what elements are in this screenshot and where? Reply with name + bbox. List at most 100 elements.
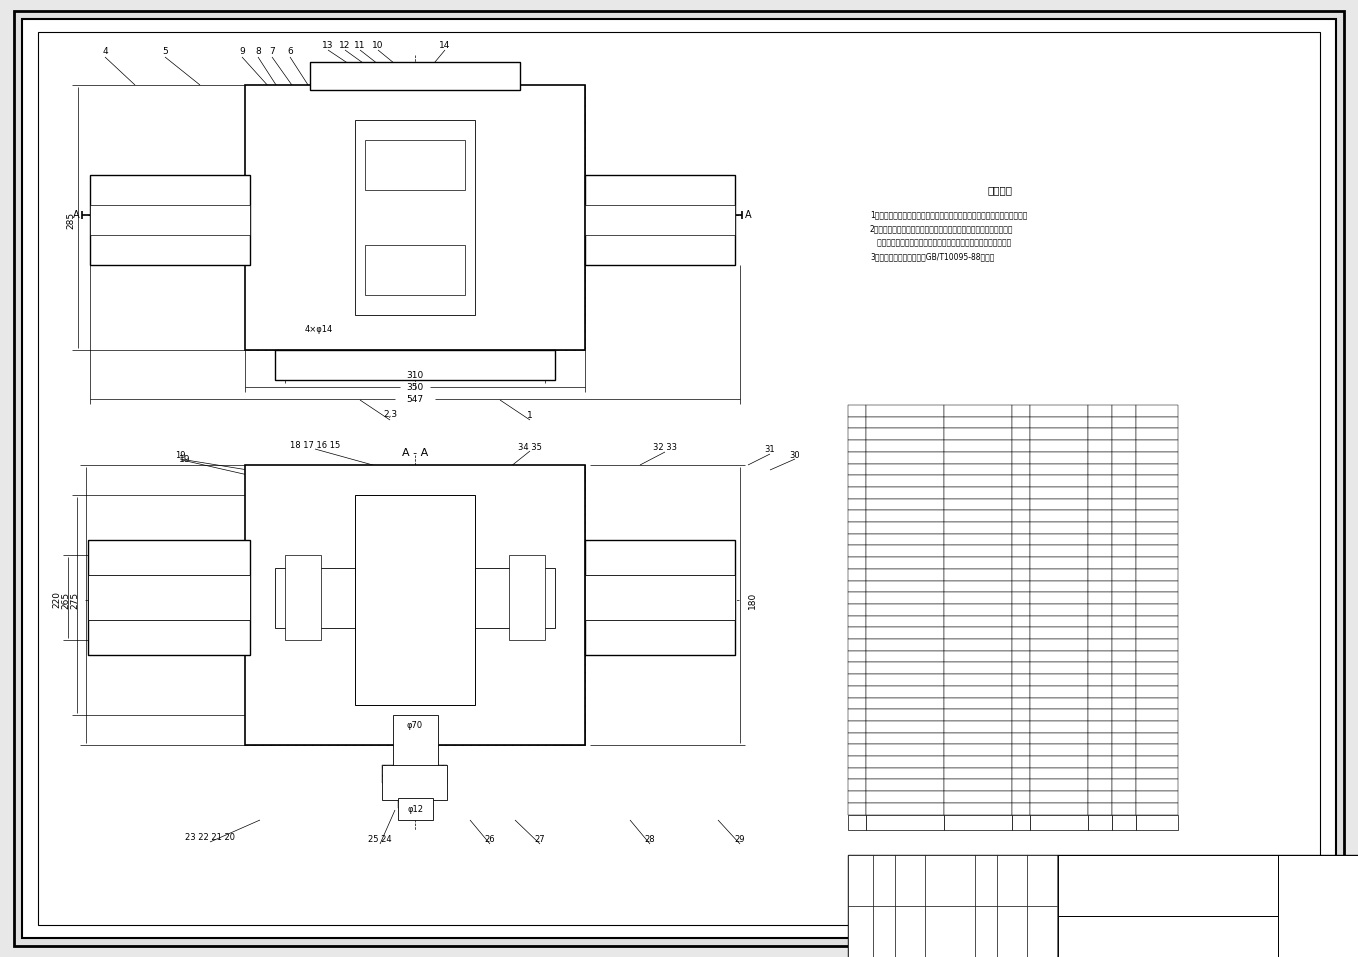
Text: 1: 1 [1018, 723, 1023, 730]
Bar [1112, 592, 1137, 604]
Bar [866, 545, 944, 557]
Text: HT200: HT200 [1032, 513, 1054, 519]
Bar [382, 765, 447, 783]
Bar [1088, 709, 1112, 721]
Text: 1.0: 1.0 [1095, 466, 1105, 473]
Text: 备注: 备注 [1138, 594, 1146, 601]
Bar [1029, 733, 1088, 745]
Bar [847, 768, 866, 779]
Bar [1029, 662, 1088, 674]
Text: 1: 1 [527, 411, 532, 419]
Bar [1137, 779, 1177, 791]
Bar [1088, 499, 1112, 510]
Text: 27: 27 [853, 712, 861, 718]
Text: GB/T71-1985: GB/T71-1985 [868, 806, 914, 812]
Text: 4×φ14: 4×φ14 [306, 325, 333, 335]
Text: GB/T93-1987: GB/T93-1987 [868, 537, 914, 543]
Bar [975, 906, 997, 957]
Bar [1029, 698, 1088, 709]
Text: 技术要求: 技术要求 [987, 185, 1013, 195]
Bar [1012, 487, 1029, 499]
Text: 29: 29 [853, 735, 861, 742]
Text: 5: 5 [162, 48, 168, 56]
Bar [866, 568, 944, 581]
Text: 40.2: 40.2 [1092, 408, 1108, 413]
Bar [1112, 627, 1137, 639]
Text: 26: 26 [485, 835, 496, 844]
Text: J36-250D-B1: J36-250D-B1 [868, 408, 911, 413]
Text: 9: 9 [239, 48, 244, 56]
Bar [944, 721, 1012, 733]
Text: 0.027: 0.027 [1114, 723, 1134, 730]
Text: 轴承16203: 轴承16203 [945, 712, 976, 719]
Bar [997, 855, 1027, 906]
Bar [1088, 568, 1112, 581]
Bar [285, 555, 320, 640]
Text: 螺栓M6x20: 螺栓M6x20 [945, 641, 978, 648]
Text: 0.8: 0.8 [1095, 560, 1105, 566]
Bar [944, 674, 1012, 686]
Bar [1137, 452, 1177, 463]
Bar [1112, 709, 1137, 721]
Bar [1012, 604, 1029, 615]
Bar [895, 855, 925, 906]
Bar [895, 906, 925, 957]
Bar [1012, 627, 1029, 639]
Text: HT200: HT200 [1032, 408, 1054, 413]
Text: 26: 26 [853, 701, 861, 706]
Bar [365, 140, 464, 170]
Bar [1029, 639, 1088, 651]
Text: 40.2: 40.2 [1116, 408, 1131, 413]
Bar [944, 733, 1012, 745]
Bar [1012, 721, 1029, 733]
Text: J36-250D-B3: J36-250D-B3 [868, 455, 911, 460]
Text: 材料: 材料 [1032, 641, 1040, 648]
Bar [1088, 615, 1112, 627]
Bar [944, 440, 1012, 452]
Bar [1012, 534, 1029, 545]
Text: 调整垫: 调整垫 [945, 501, 959, 508]
Text: GB/T5783-2000: GB/T5783-2000 [868, 584, 922, 590]
Bar [1012, 545, 1029, 557]
Bar [1088, 476, 1112, 487]
Bar [847, 855, 1358, 957]
Text: 8: 8 [854, 490, 860, 496]
Bar [585, 540, 735, 655]
Bar [866, 581, 944, 592]
Text: 青来油封17x35x10: 青来油封17x35x10 [945, 700, 998, 706]
Text: 材料: 材料 [1032, 431, 1040, 437]
Bar [944, 416, 1012, 429]
Bar [310, 62, 520, 90]
Text: 总计
重量: 总计 重量 [1120, 815, 1128, 829]
Bar [1088, 814, 1112, 830]
Bar [944, 581, 1012, 592]
Text: 1: 1 [1018, 701, 1023, 706]
Bar [866, 440, 944, 452]
Text: GB/T93-1987: GB/T93-1987 [868, 595, 914, 601]
Bar [1029, 592, 1088, 604]
Bar [944, 698, 1012, 709]
Bar [1088, 429, 1112, 440]
Bar [1112, 639, 1137, 651]
Bar [1088, 545, 1112, 557]
Bar [847, 721, 866, 733]
Bar [847, 615, 866, 627]
Text: φ12: φ12 [407, 806, 422, 814]
Text: 19: 19 [179, 456, 190, 464]
Bar [1088, 405, 1112, 416]
Bar [1112, 604, 1137, 615]
Bar [1012, 592, 1029, 604]
Text: 265: 265 [61, 591, 71, 609]
Text: 4: 4 [1018, 524, 1023, 531]
Text: 30: 30 [853, 747, 861, 753]
Text: 备注: 备注 [1138, 712, 1146, 719]
Text: 0.29: 0.29 [1092, 747, 1108, 753]
Bar [1012, 768, 1029, 779]
Bar [847, 698, 866, 709]
Circle shape [111, 249, 120, 257]
Text: 1: 1 [1018, 735, 1023, 742]
Text: 紧定螺钉M8x12: 紧定螺钉M8x12 [945, 782, 986, 789]
Text: 轴承30208: 轴承30208 [945, 618, 976, 625]
Text: 1: 1 [1018, 782, 1023, 789]
Bar [1112, 463, 1137, 476]
